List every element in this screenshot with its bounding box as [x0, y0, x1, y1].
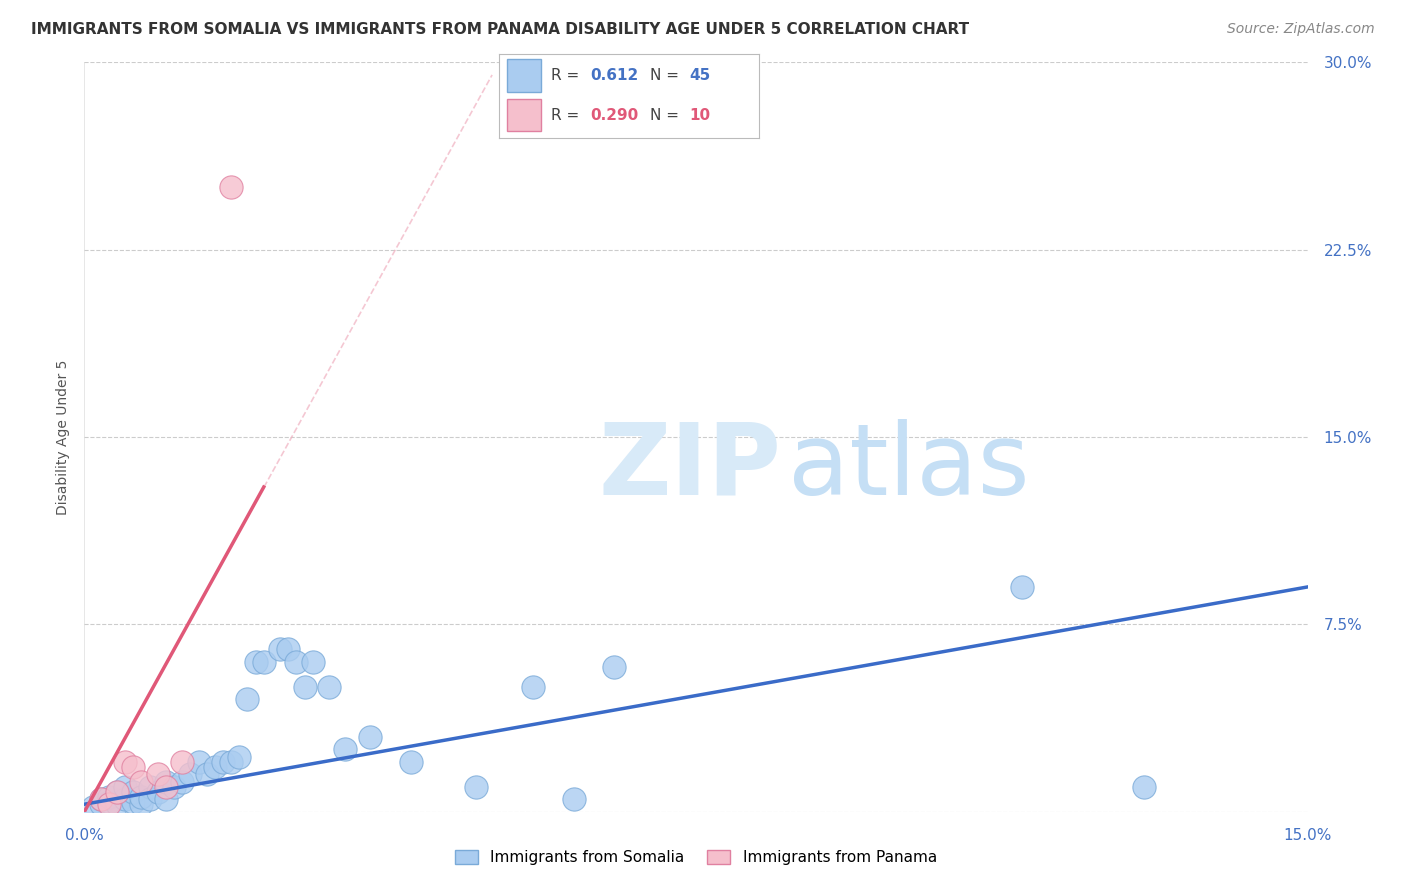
Point — [146, 767, 169, 781]
Text: 10: 10 — [689, 108, 710, 123]
Text: R =: R = — [551, 68, 585, 83]
Point — [138, 780, 160, 794]
Text: atlas: atlas — [787, 418, 1029, 516]
Point — [131, 797, 153, 812]
Legend: Immigrants from Somalia, Immigrants from Panama: Immigrants from Somalia, Immigrants from… — [449, 844, 943, 871]
Point — [97, 795, 120, 809]
Point — [122, 795, 145, 809]
Point — [187, 755, 209, 769]
Point — [219, 755, 242, 769]
Point — [245, 655, 267, 669]
Point — [131, 789, 153, 804]
Text: Source: ZipAtlas.com: Source: ZipAtlas.com — [1227, 22, 1375, 37]
Text: N =: N = — [650, 68, 683, 83]
Point — [464, 780, 486, 794]
Text: 0.290: 0.290 — [591, 108, 638, 123]
Point — [155, 780, 177, 794]
Point — [105, 785, 128, 799]
Point — [228, 749, 250, 764]
Point — [335, 742, 357, 756]
Point — [603, 660, 626, 674]
Point — [253, 655, 276, 669]
Point — [105, 797, 128, 812]
Point — [155, 792, 177, 806]
Point — [114, 780, 136, 794]
Point — [90, 792, 112, 806]
Point — [277, 642, 299, 657]
Point — [122, 760, 145, 774]
Point — [562, 792, 585, 806]
Point — [285, 655, 308, 669]
Text: N =: N = — [650, 108, 683, 123]
Point — [155, 774, 177, 789]
Point — [399, 755, 422, 769]
Point — [1133, 780, 1156, 794]
Y-axis label: Disability Age Under 5: Disability Age Under 5 — [56, 359, 70, 515]
Point — [179, 767, 201, 781]
Text: 45: 45 — [689, 68, 710, 83]
Point — [269, 642, 291, 657]
Point — [1011, 580, 1033, 594]
Point — [138, 792, 160, 806]
Point — [172, 774, 194, 789]
Point — [131, 774, 153, 789]
Point — [163, 780, 186, 794]
Point — [146, 785, 169, 799]
Point — [97, 789, 120, 804]
Point — [114, 792, 136, 806]
Point — [195, 767, 218, 781]
Text: ZIP: ZIP — [598, 418, 780, 516]
Point — [204, 760, 226, 774]
Point — [97, 797, 120, 812]
Point — [105, 785, 128, 799]
Point — [294, 680, 316, 694]
Point — [318, 680, 340, 694]
Point — [219, 180, 242, 194]
FancyBboxPatch shape — [508, 99, 541, 131]
Point — [114, 755, 136, 769]
Point — [172, 755, 194, 769]
Point — [82, 799, 104, 814]
Text: R =: R = — [551, 108, 585, 123]
Text: IMMIGRANTS FROM SOMALIA VS IMMIGRANTS FROM PANAMA DISABILITY AGE UNDER 5 CORRELA: IMMIGRANTS FROM SOMALIA VS IMMIGRANTS FR… — [31, 22, 969, 37]
Point — [90, 797, 112, 812]
Point — [122, 785, 145, 799]
FancyBboxPatch shape — [508, 60, 541, 92]
Text: 0.612: 0.612 — [591, 68, 638, 83]
Point — [522, 680, 544, 694]
Point — [359, 730, 381, 744]
Point — [301, 655, 323, 669]
Point — [212, 755, 235, 769]
Point — [236, 692, 259, 706]
Point — [90, 792, 112, 806]
